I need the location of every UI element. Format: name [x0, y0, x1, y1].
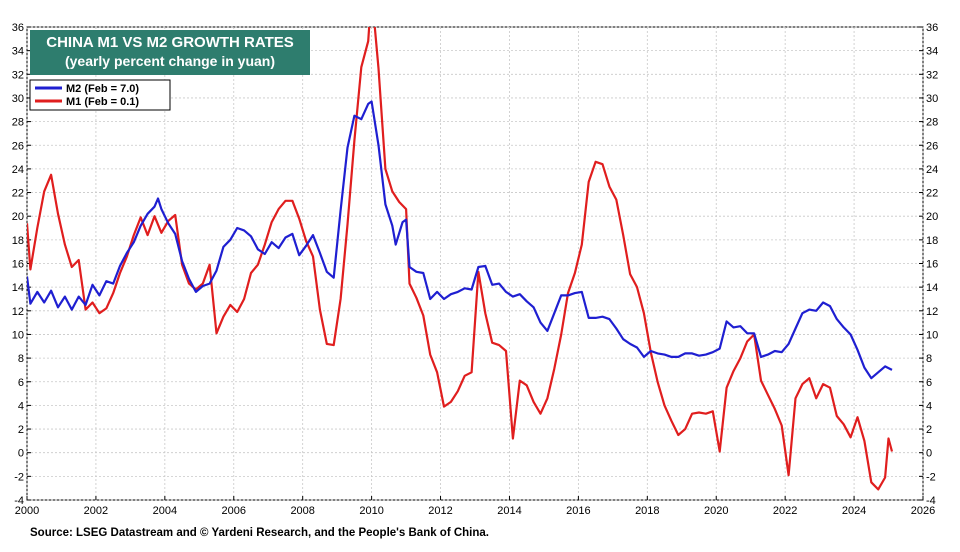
source-note: Source: LSEG Datastream and © Yardeni Re… [30, 527, 489, 539]
y-tick-label: 8 [18, 353, 24, 365]
y-tick-label: 4 [18, 400, 24, 412]
legend-label-m2: M2 (Feb = 7.0) [66, 83, 139, 95]
y-tick-label: 26 [12, 140, 24, 152]
y-tick-label: 24 [926, 164, 938, 176]
x-tick-label: 2016 [566, 505, 590, 517]
y-tick-label: -4 [926, 495, 936, 507]
y-tick-label: 34 [926, 46, 938, 58]
x-tick-label: 2010 [359, 505, 383, 517]
y-tick-label: 10 [12, 329, 24, 341]
y-tick-label: 26 [926, 140, 938, 152]
legend-box [29, 79, 171, 111]
x-tick-label: 2012 [428, 505, 452, 517]
y-tick-label: 28 [926, 117, 938, 129]
x-tick-label: 2020 [704, 505, 728, 517]
y-tick-label: 16 [12, 259, 24, 271]
y-tick-label: 18 [12, 235, 24, 247]
series-layer [27, 27, 894, 491]
y-tick-label: 6 [926, 377, 932, 389]
chart-subtitle: (yearly percent change in yuan) [64, 53, 276, 69]
y-tick-label: 16 [926, 259, 938, 271]
x-tick-label: 2006 [222, 505, 246, 517]
chart-title-box: CHINA M1 VS M2 GROWTH RATES (yearly perc… [30, 30, 310, 75]
y-tick-label: 34 [12, 46, 24, 58]
x-tick-label: 2018 [635, 505, 659, 517]
y-tick-label: 4 [926, 400, 932, 412]
x-tick-label: 2026 [911, 505, 935, 517]
x-axis: 2000 2002 2004 2006 2008 2010 2012 2014 2016 2018… [15, 496, 935, 517]
y-tick-label: 6 [18, 377, 24, 389]
y-tick-label: 0 [926, 448, 932, 460]
y-tick-label: 22 [926, 188, 938, 200]
legend-label-m1: M1 (Feb = 0.1) [66, 96, 139, 108]
x-tick-label: 2008 [290, 505, 314, 517]
chart-title: CHINA M1 VS M2 GROWTH RATES [46, 34, 294, 51]
y-tick-label: 10 [926, 329, 938, 341]
y-tick-label: 28 [12, 117, 24, 129]
x-tick-label: 2000 [15, 505, 39, 517]
series-line-m2 [27, 100, 893, 380]
x-tick-label: 2024 [842, 505, 866, 517]
y-tick-label: 20 [12, 211, 24, 223]
y-tick-label: 22 [12, 188, 24, 200]
y-tick-label: 20 [926, 211, 938, 223]
y-tick-label: 32 [12, 69, 24, 81]
y-tick-label: 36 [12, 22, 24, 34]
x-tick-label: 2014 [497, 505, 521, 517]
x-tick-label: 2004 [153, 505, 177, 517]
y-tick-label: 30 [926, 93, 938, 105]
y-tick-label: -2 [14, 471, 24, 483]
y-tick-label: 14 [12, 282, 24, 294]
y-tick-label: -2 [926, 471, 936, 483]
y-tick-label: 2 [18, 424, 24, 436]
y-tick-label: -4 [14, 495, 24, 507]
y-tick-label: 14 [926, 282, 938, 294]
y-tick-label: 0 [18, 448, 24, 460]
y-tick-label: 30 [12, 93, 24, 105]
y-tick-label: 18 [926, 235, 938, 247]
y-tick-label: 2 [926, 424, 932, 436]
legend: M2 (Feb = 7.0) M1 (Feb = 0.1) [29, 79, 171, 111]
y-tick-label: 12 [12, 306, 24, 318]
y-tick-label: 36 [926, 22, 938, 34]
y-tick-label: 32 [926, 69, 938, 81]
x-tick-label: 2022 [773, 505, 797, 517]
y-tick-label: 12 [926, 306, 938, 318]
y-tick-label: 8 [926, 353, 932, 365]
x-tick-label: 2002 [84, 505, 108, 517]
y-tick-label: 24 [12, 164, 24, 176]
series-line-m1 [27, 27, 894, 491]
